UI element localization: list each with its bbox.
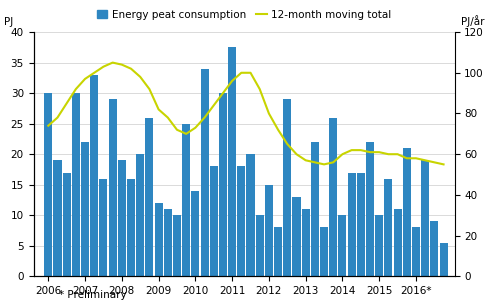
Bar <box>274 228 282 276</box>
Bar <box>182 124 190 276</box>
Bar <box>366 142 374 276</box>
Bar <box>246 154 254 276</box>
Text: PJ/år: PJ/år <box>461 15 484 27</box>
Bar <box>219 93 227 276</box>
Bar <box>72 93 80 276</box>
Bar <box>155 203 163 276</box>
Bar <box>311 142 319 276</box>
Bar <box>210 166 218 276</box>
Bar <box>293 197 300 276</box>
Text: * Preliminary: * Preliminary <box>59 290 127 300</box>
Bar <box>136 154 144 276</box>
Bar <box>357 172 365 276</box>
Bar <box>118 160 126 276</box>
Bar <box>421 160 429 276</box>
Bar <box>200 69 209 276</box>
Bar <box>375 215 383 276</box>
Bar <box>301 209 310 276</box>
Text: PJ: PJ <box>4 17 13 27</box>
Bar <box>338 215 347 276</box>
Bar <box>99 179 108 276</box>
Bar <box>394 209 402 276</box>
Bar <box>54 160 61 276</box>
Bar <box>256 215 264 276</box>
Bar <box>439 243 448 276</box>
Bar <box>109 99 117 276</box>
Bar <box>81 142 89 276</box>
Bar <box>412 228 420 276</box>
Bar <box>44 93 53 276</box>
Bar <box>320 228 328 276</box>
Bar <box>237 166 246 276</box>
Bar <box>191 191 199 276</box>
Bar <box>265 185 273 276</box>
Bar <box>228 47 236 276</box>
Bar <box>127 179 135 276</box>
Bar <box>329 118 337 276</box>
Bar <box>164 209 172 276</box>
Legend: Energy peat consumption, 12-month moving total: Energy peat consumption, 12-month moving… <box>93 5 395 24</box>
Bar <box>63 172 71 276</box>
Bar <box>173 215 181 276</box>
Bar <box>90 75 98 276</box>
Bar <box>403 148 411 276</box>
Bar <box>430 221 438 276</box>
Bar <box>283 99 291 276</box>
Bar <box>145 118 154 276</box>
Bar <box>348 172 355 276</box>
Bar <box>384 179 392 276</box>
